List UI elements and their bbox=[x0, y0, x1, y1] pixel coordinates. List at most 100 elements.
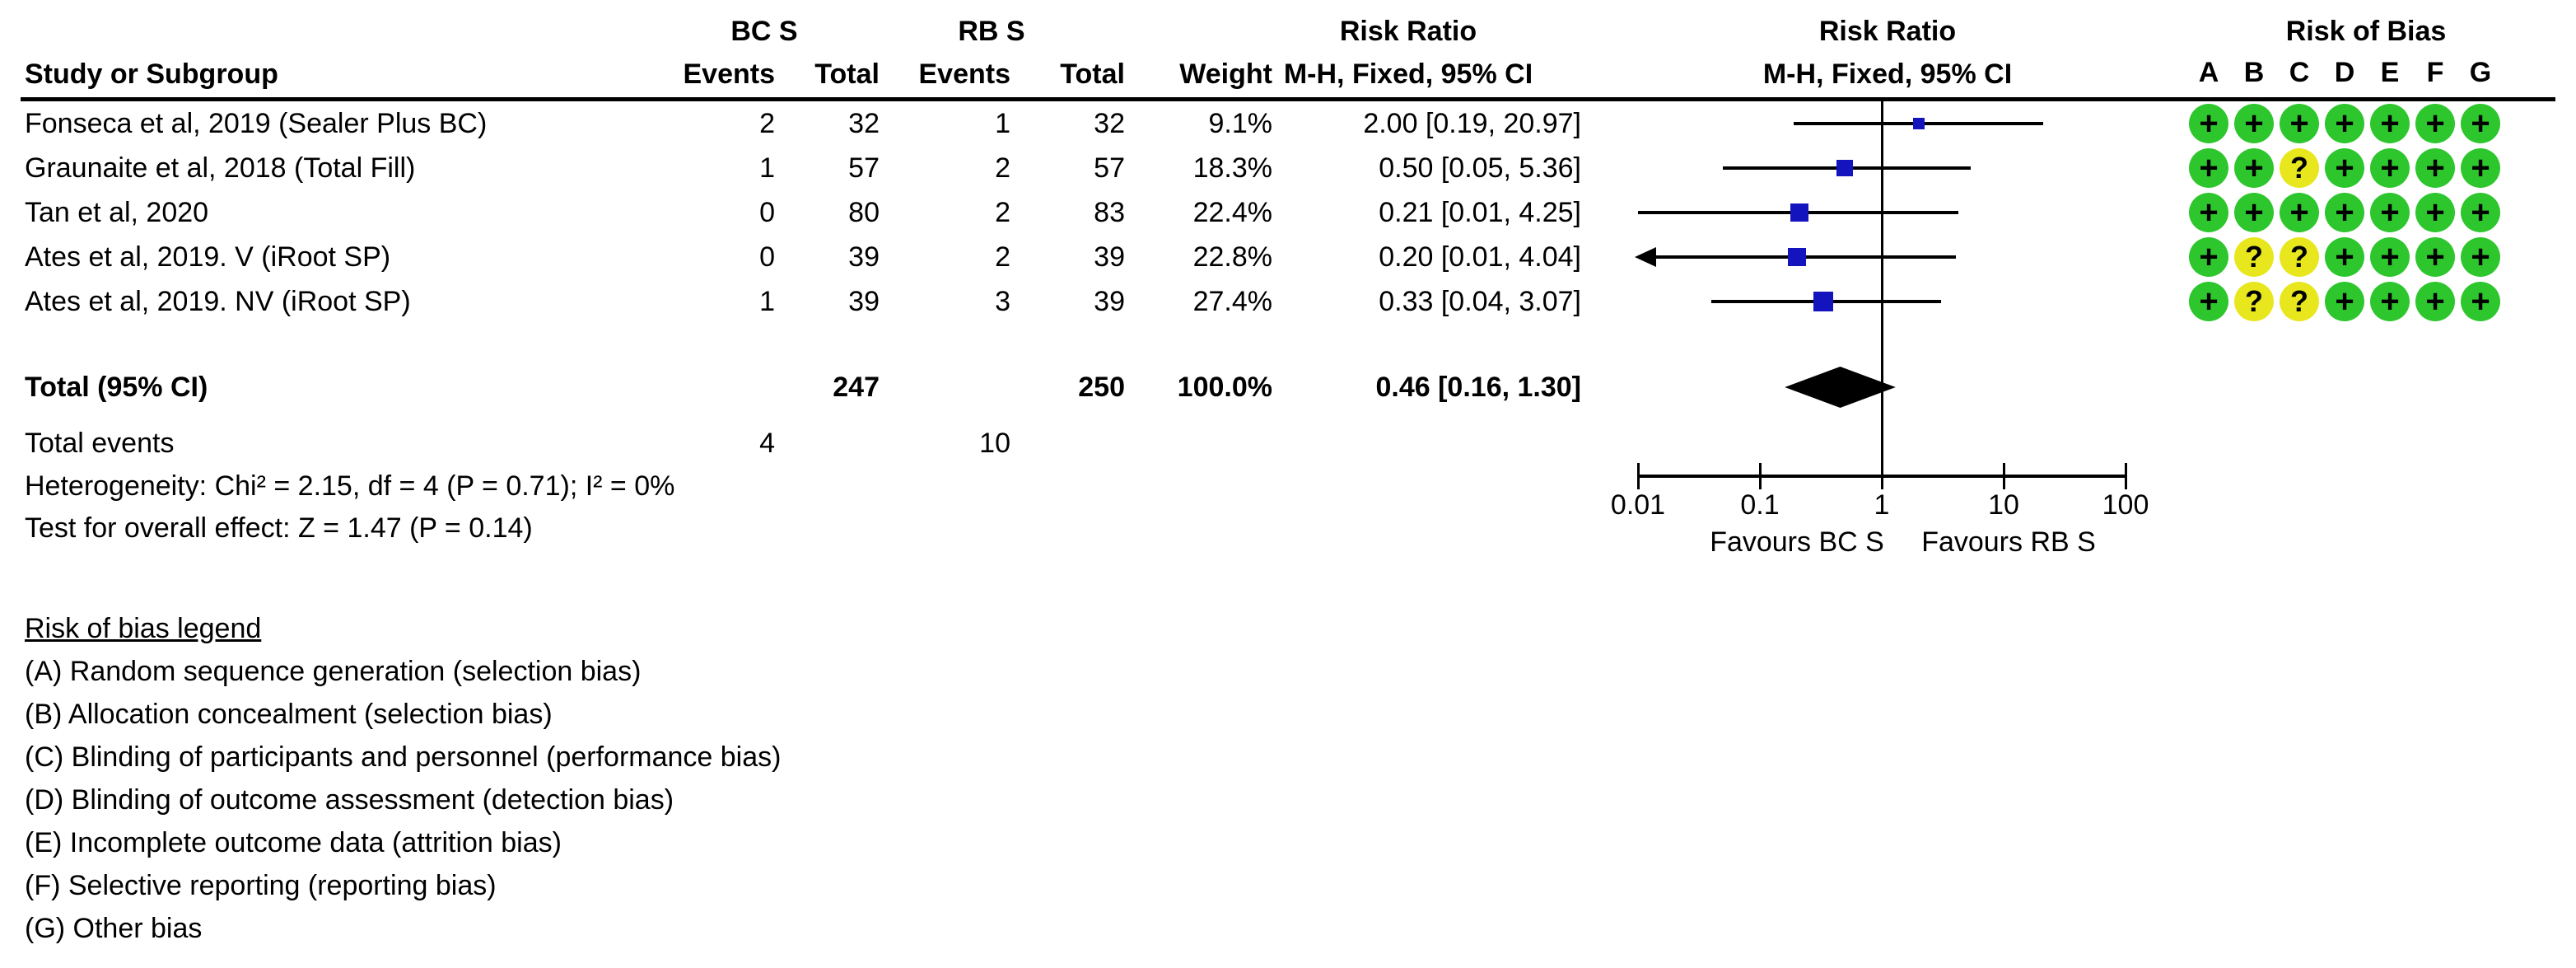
bc-total-value: 32 bbox=[848, 108, 880, 139]
rob-circle-f: + bbox=[2415, 148, 2455, 188]
axis-tick-label: 0.1 bbox=[1740, 489, 1780, 521]
axis-tick-label: 10 bbox=[1988, 489, 2019, 521]
study-name: Graunaite et al, 2018 (Total Fill) bbox=[25, 152, 416, 184]
bc-events-value: 1 bbox=[759, 152, 775, 184]
rob-circle-e: + bbox=[2370, 237, 2410, 277]
bc-total-value: 80 bbox=[848, 197, 880, 228]
effect-square bbox=[1912, 118, 1925, 129]
rob-column-letter: E bbox=[2380, 57, 2400, 88]
col-header-group1: BC S bbox=[730, 16, 798, 47]
weight-value: 22.4% bbox=[1192, 197, 1272, 228]
study-name: Ates et al, 2019. NV (iRoot SP) bbox=[25, 286, 411, 317]
rob-circle-d: + bbox=[2325, 148, 2364, 188]
weight-value: 18.3% bbox=[1192, 152, 1272, 184]
rb-events-value: 2 bbox=[995, 152, 1010, 184]
effect-square bbox=[1836, 160, 1854, 176]
axis-tick bbox=[2124, 463, 2127, 489]
effect-square bbox=[1790, 203, 1808, 222]
rb-events-value: 2 bbox=[995, 197, 1010, 228]
rob-column-letter: A bbox=[2198, 57, 2219, 88]
total-bc-total: 247 bbox=[833, 372, 880, 403]
rob-circle-d: + bbox=[2325, 282, 2364, 321]
bc-events-value: 1 bbox=[759, 286, 775, 317]
rob-column-letter: C bbox=[2289, 57, 2310, 88]
summary-diamond bbox=[1785, 367, 1896, 408]
col-header-risk-of-bias: Risk of Bias bbox=[2285, 16, 2447, 47]
total-rb-total: 250 bbox=[1078, 372, 1125, 403]
rob-circle-e: + bbox=[2370, 104, 2410, 143]
rob-circle-c: ? bbox=[2280, 148, 2319, 188]
total-events-bc: 4 bbox=[759, 428, 775, 459]
rb-total-value: 32 bbox=[1094, 108, 1125, 139]
bc-total-value: 39 bbox=[848, 241, 880, 273]
axis-tick-label: 100 bbox=[2102, 489, 2149, 521]
rob-circle-a: + bbox=[2189, 193, 2228, 232]
rob-circle-b: ? bbox=[2234, 237, 2274, 277]
total-row-label: Total (95% CI) bbox=[25, 372, 208, 403]
rob-circle-d: + bbox=[2325, 193, 2364, 232]
col-header-study: Study or Subgroup bbox=[25, 58, 278, 90]
rr-ci-label: 2.00 [0.19, 20.97] bbox=[1363, 108, 1581, 139]
rb-events-value: 2 bbox=[995, 241, 1010, 273]
rob-column-letter: D bbox=[2334, 57, 2355, 88]
rob-circle-f: + bbox=[2415, 104, 2455, 143]
rob-legend-item-g: (G) Other bias bbox=[25, 913, 203, 944]
rob-circle-b: + bbox=[2234, 193, 2274, 232]
col-header-events-2: Events bbox=[918, 58, 1011, 90]
bc-total-value: 39 bbox=[848, 286, 880, 317]
rob-circle-g: + bbox=[2461, 148, 2500, 188]
rob-circle-f: + bbox=[2415, 193, 2455, 232]
rob-circle-a: + bbox=[2189, 282, 2228, 321]
rob-circle-c: ? bbox=[2280, 237, 2319, 277]
axis-tick bbox=[1880, 463, 1883, 489]
rb-total-value: 39 bbox=[1094, 286, 1125, 317]
col-header-total-1: Total bbox=[814, 58, 880, 90]
rob-circle-c: ? bbox=[2280, 282, 2319, 321]
rob-circle-c: + bbox=[2280, 193, 2319, 232]
col-header-rr-plot: Risk Ratio bbox=[1818, 16, 1957, 47]
bc-events-value: 0 bbox=[759, 241, 775, 273]
effect-square bbox=[1787, 248, 1806, 266]
col-header-weight: Weight bbox=[1179, 58, 1272, 90]
col-header-events-1: Events bbox=[683, 58, 776, 90]
rob-column-letter: G bbox=[2469, 57, 2492, 88]
col-header-rr-text: Risk Ratio bbox=[1339, 16, 1477, 47]
rob-column-letter: B bbox=[2243, 57, 2265, 88]
favours-left-label: Favours BC S bbox=[1710, 526, 1884, 558]
rob-circle-g: + bbox=[2461, 193, 2500, 232]
study-name: Tan et al, 2020 bbox=[25, 197, 209, 228]
rob-legend-item-d: (D) Blinding of outcome assessment (dete… bbox=[25, 784, 674, 816]
rob-circle-d: + bbox=[2325, 104, 2364, 143]
bc-events-value: 2 bbox=[759, 108, 775, 139]
col-header-total-2: Total bbox=[1060, 58, 1125, 90]
rr-ci-label: 0.20 [0.01, 4.04] bbox=[1379, 241, 1581, 273]
rb-total-value: 83 bbox=[1094, 197, 1125, 228]
bc-events-value: 0 bbox=[759, 197, 775, 228]
rob-circle-a: + bbox=[2189, 104, 2228, 143]
weight-value: 9.1% bbox=[1208, 108, 1273, 139]
rob-circle-g: + bbox=[2461, 282, 2500, 321]
rob-circle-a: + bbox=[2189, 237, 2228, 277]
rb-events-value: 3 bbox=[995, 286, 1010, 317]
col-header-mh-text: M-H, Fixed, 95% CI bbox=[1283, 58, 1533, 90]
axis-tick-label: 0.01 bbox=[1610, 489, 1666, 521]
rr-ci-label: 0.33 [0.04, 3.07] bbox=[1379, 286, 1581, 317]
rob-circle-b: ? bbox=[2234, 282, 2274, 321]
weight-value: 27.4% bbox=[1192, 286, 1272, 317]
total-events-rb: 10 bbox=[979, 428, 1010, 459]
rr-ci-label: 0.21 [0.01, 4.25] bbox=[1379, 197, 1581, 228]
total-weight: 100.0% bbox=[1177, 372, 1272, 403]
axis-tick-label: 1 bbox=[1874, 489, 1890, 521]
rb-total-value: 57 bbox=[1094, 152, 1125, 184]
overall-effect-text: Test for overall effect: Z = 1.47 (P = 0… bbox=[25, 512, 533, 544]
axis-tick bbox=[1636, 463, 1640, 489]
study-name: Ates et al, 2019. V (iRoot SP) bbox=[25, 241, 391, 273]
rob-circle-b: + bbox=[2234, 148, 2274, 188]
rob-circle-f: + bbox=[2415, 237, 2455, 277]
rob-legend-item-e: (E) Incomplete outcome data (attrition b… bbox=[25, 827, 562, 858]
heterogeneity-text: Heterogeneity: Chi² = 2.15, df = 4 (P = … bbox=[25, 470, 675, 502]
rob-circle-e: + bbox=[2370, 193, 2410, 232]
rr-ci-label: 0.50 [0.05, 5.36] bbox=[1379, 152, 1581, 184]
study-name: Fonseca et al, 2019 (Sealer Plus BC) bbox=[25, 108, 488, 139]
